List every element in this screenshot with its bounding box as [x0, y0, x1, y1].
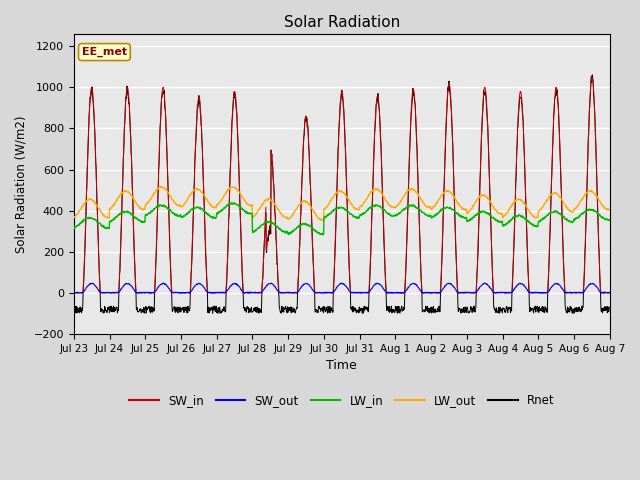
X-axis label: Time: Time	[326, 359, 357, 372]
Title: Solar Radiation: Solar Radiation	[284, 15, 400, 30]
Y-axis label: Solar Radiation (W/m2): Solar Radiation (W/m2)	[15, 115, 28, 252]
Legend: SW_in, SW_out, LW_in, LW_out, Rnet: SW_in, SW_out, LW_in, LW_out, Rnet	[124, 389, 559, 412]
Text: EE_met: EE_met	[82, 47, 127, 57]
